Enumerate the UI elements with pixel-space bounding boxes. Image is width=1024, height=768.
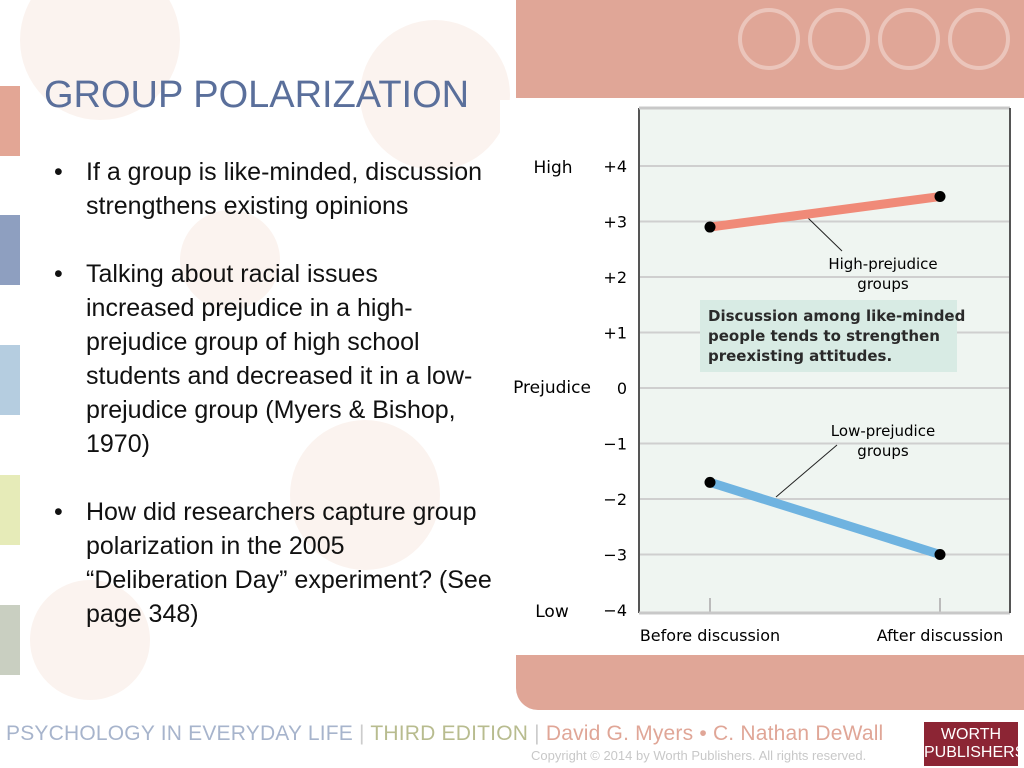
high-series-point: [934, 191, 946, 203]
bullet-item: If a group is like-minded, discussion st…: [52, 155, 492, 223]
footer-book-title: PSYCHOLOGY IN EVERYDAY LIFE: [6, 722, 353, 745]
worth-publishers-logo: WORTH PUBLISHERS: [924, 722, 1024, 766]
y-tick-label: −4: [603, 601, 627, 620]
bullet-list: If a group is like-minded, discussion st…: [52, 155, 492, 665]
low-series-label: Low-prejudice: [831, 422, 935, 440]
footer-credits: PSYCHOLOGY IN EVERYDAY LIFE | THIRD EDIT…: [6, 722, 883, 746]
decor-bubble: [360, 20, 510, 170]
low-series-line: [708, 478, 942, 559]
decor-ring: [878, 8, 940, 70]
y-low-label: Low: [535, 602, 569, 622]
high-series-label: groups: [857, 275, 909, 293]
chart-svg: +4 +3 +2 +1 0 −1 −2 −3 −4 High Prejudice Low Dis…: [500, 100, 1024, 655]
slide-title: GROUP POLARIZATION: [44, 74, 470, 116]
annotation-line: preexisting attitudes.: [708, 347, 892, 365]
x-tick-label: Before discussion: [640, 626, 780, 645]
bullet-item: How did researchers capture group polari…: [52, 495, 492, 631]
y-tick-label: +2: [603, 268, 627, 287]
decor-ring: [808, 8, 870, 70]
side-tab: [0, 475, 20, 545]
low-series-point: [704, 476, 716, 488]
copyright: Copyright © 2014 by Worth Publishers. Al…: [531, 748, 867, 763]
bullet-item: Talking about racial issues increased pr…: [52, 257, 492, 461]
high-series-line: [709, 192, 941, 232]
footer-separator: |: [528, 722, 546, 745]
annotation-line: people tends to strengthen: [708, 327, 940, 345]
high-series-label: High-prejudice: [828, 255, 937, 273]
low-series-point: [934, 549, 946, 560]
decor-ring: [738, 8, 800, 70]
y-axis-label: Prejudice: [513, 378, 591, 398]
side-tab: [0, 215, 20, 285]
side-tab: [0, 605, 20, 675]
footer-separator: |: [352, 722, 371, 745]
side-tab: [0, 86, 20, 156]
chart: +4 +3 +2 +1 0 −1 −2 −3 −4 High Prejudice Low Dis…: [500, 100, 1024, 655]
y-tick-label: +3: [603, 213, 627, 232]
decor-ring: [948, 8, 1010, 70]
header-accent-box: [516, 0, 1024, 98]
x-tick-label: After discussion: [877, 626, 1003, 645]
y-tick-label: −1: [603, 435, 627, 454]
y-tick-label: +4: [603, 157, 627, 176]
y-tick-label: +1: [603, 324, 627, 343]
low-series-leader-line: [775, 444, 838, 498]
side-tab: [0, 345, 20, 415]
footer-edition: THIRD EDITION: [370, 722, 529, 745]
chart-bottom-band: [516, 655, 1024, 710]
high-series-point: [704, 221, 716, 233]
y-high-label: High: [533, 158, 572, 178]
y-tick-label: 0: [617, 379, 627, 398]
footer-authors: David G. Myers • C. Nathan DeWall: [545, 722, 884, 745]
y-tick-label: −2: [603, 490, 627, 509]
annotation-box: [700, 300, 957, 372]
y-tick-label: −3: [603, 546, 627, 565]
annotation-line: Discussion among like-minded: [708, 307, 965, 325]
low-series-label: groups: [857, 442, 909, 460]
high-series-leader-line: [807, 217, 843, 252]
